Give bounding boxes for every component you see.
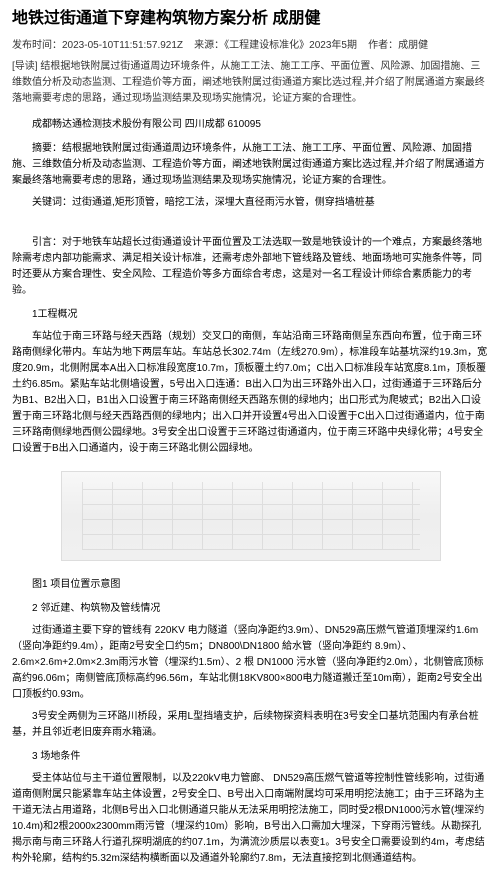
section-1-p1: 车站位于南三环路与经天西路（规划）交叉口的南侧，车站沿南三环路南侧呈东西向布置，… bbox=[12, 329, 490, 457]
figure-1-image bbox=[61, 471, 441, 561]
summary-label: 摘要： bbox=[32, 143, 62, 154]
section-2-p2: 3号安全两侧为三环路川桥段，采用L型挡墙支护，后续物探资料表明在3号安全口基坑范… bbox=[12, 709, 490, 741]
section-2-p1: 过街通道主要下穿的管线有 220KV 电力隧道（竖向净距约3.9m）、DN529… bbox=[12, 623, 490, 703]
intro-paragraph: 引言：对于地铁车站超长过街通道设计平面位置及工法选取一致是地铁设计的一个难点，方… bbox=[12, 235, 490, 299]
source-label: 来源： bbox=[194, 40, 224, 51]
author-org: 成都畅达通检测技术股份有限公司 四川成都 610095 bbox=[12, 117, 490, 133]
section-1-heading: 1工程概况 bbox=[12, 307, 490, 323]
meta-info: 发布时间：2023-05-10T11:51:57.921Z 来源：《工程建设标准… bbox=[12, 38, 490, 53]
section-3-heading: 3 场地条件 bbox=[12, 749, 490, 765]
summary-text: 结根据地铁附属过街通道周边环境条件，从施工工法、施工工序、平面位置、风险源、加固… bbox=[12, 143, 485, 186]
article-title: 地铁过街通道下穿建构筑物方案分析 成朋健 bbox=[12, 8, 490, 30]
abstract-lead: [导读] 结根据地铁附属过街通道周边环境条件，从施工工法、施工工序、平面位置、风… bbox=[12, 59, 490, 107]
keywords-paragraph: 关键词：过街通道,矩形顶管，暗挖工法，深埋大直径雨污水管，侧穿挡墙桩基 bbox=[12, 195, 490, 211]
publish-time: 2023-05-10T11:51:57.921Z bbox=[62, 40, 183, 51]
section-2-heading: 2 邻近建、构筑物及管线情况 bbox=[12, 601, 490, 617]
keywords-label: 关键词： bbox=[32, 197, 72, 208]
figure-1-block bbox=[12, 463, 490, 573]
author-value: 成朋健 bbox=[398, 40, 428, 51]
keywords-text: 过街通道,矩形顶管，暗挖工法，深埋大直径雨污水管，侧穿挡墙桩基 bbox=[72, 197, 375, 208]
source-value: 《工程建设标准化》2023年5期 bbox=[224, 40, 357, 51]
author-label: 作者： bbox=[368, 40, 398, 51]
publish-label: 发布时间： bbox=[12, 40, 62, 51]
figure-1-caption: 图1 项目位置示意图 bbox=[12, 577, 490, 593]
section-3-p1: 受主体站位与主干道位置限制，以及220kV电力管廊、 DN529高压燃气管道等控… bbox=[12, 771, 490, 867]
summary-paragraph: 摘要：结根据地铁附属过街通道周边环境条件，从施工工法、施工工序、平面位置、风险源… bbox=[12, 141, 490, 189]
